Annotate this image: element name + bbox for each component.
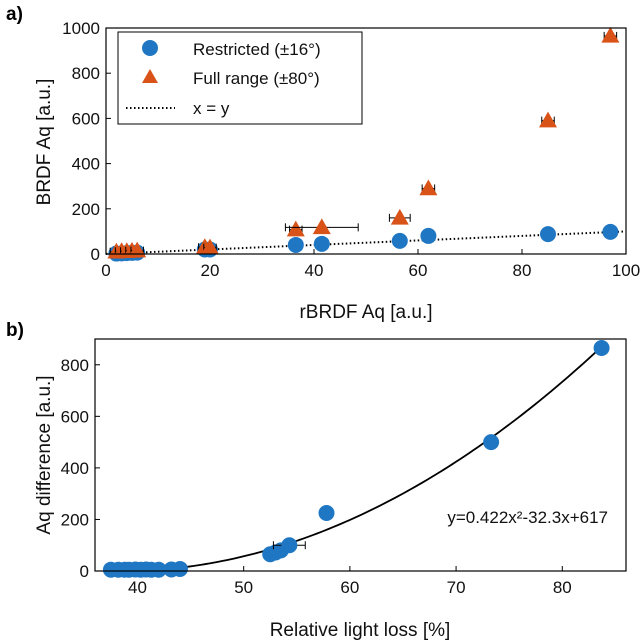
plot-b-xtick-label: 70: [447, 578, 466, 597]
identity-line: [105, 230, 627, 255]
plot-b-frame: [94, 338, 627, 572]
fullrange-point: [601, 26, 620, 43]
restricted-point: [420, 227, 437, 244]
plot-a-frame: [105, 27, 627, 255]
plot-a-ytick-label: 200: [72, 200, 100, 219]
legend-fullrange-marker: [142, 69, 158, 83]
fullrange-point: [286, 220, 305, 237]
restricted-point: [540, 226, 556, 243]
plot-b-xtick-label: 80: [553, 578, 572, 597]
fullrange-point: [390, 208, 409, 225]
plot-a-ylabel: BRDF Aq [a.u.]: [34, 79, 55, 206]
legend-restricted-marker: [142, 40, 158, 56]
panel-b-label: b): [6, 320, 24, 341]
light-loss-point: [593, 340, 610, 357]
legend-restricted-label: Restricted (±16°): [193, 40, 321, 59]
plot-b-ytick-label: 0: [80, 562, 89, 581]
plot-a-ytick-label: 1000: [62, 19, 100, 38]
fullrange-point: [201, 238, 219, 255]
restricted-point: [391, 232, 408, 249]
plot-b-xlabel: Relative light loss [%]: [270, 620, 451, 641]
legend-xy-label: x = y: [193, 99, 230, 118]
plot-b-xtick-label: 50: [234, 578, 253, 597]
restricted-point: [313, 235, 330, 252]
light-loss-point: [483, 434, 500, 451]
plot-a-xtick-label: 60: [409, 261, 428, 280]
plot-a-ytick-label: 0: [91, 245, 100, 264]
fullrange-point: [312, 218, 331, 235]
plot-a-xlabel: rBRDF Aq [a.u.]: [299, 302, 432, 323]
plot-b-ylabel: Aq difference [a.u.]: [34, 375, 55, 534]
light-loss-point: [281, 537, 298, 554]
light-loss-point: [318, 505, 335, 521]
legend-fullrange-label: Full range (±80°): [193, 69, 320, 88]
legend: Restricted (±16°) Full range (±80°) x = …: [117, 31, 363, 125]
plot-b-ytick-label: 800: [61, 356, 89, 375]
plot-a-xtick-label: 20: [201, 261, 220, 280]
plot-b-ytick-label: 200: [61, 510, 89, 529]
restricted-point: [287, 236, 304, 253]
fit-equation: y=0.422x²-32.3x+617: [447, 508, 608, 527]
plot-a-xtick-label: 100: [612, 261, 640, 280]
restricted-point: [602, 223, 619, 240]
fullrange-point: [539, 111, 557, 128]
fullrange-point: [419, 179, 438, 196]
light-loss-point: [171, 560, 188, 577]
plot-a-ytick-label: 600: [72, 109, 100, 128]
plot-b-ytick-label: 400: [61, 459, 89, 478]
plot-a-xtick-label: 40: [305, 261, 324, 280]
plot-b-ytick-label: 600: [61, 407, 89, 426]
plot-a-ytick-label: 400: [72, 155, 100, 174]
plot-b-xtick-label: 40: [128, 578, 147, 597]
plot-a-xtick-label: 0: [101, 261, 110, 280]
plot-a-xtick-label: 80: [513, 261, 532, 280]
light-loss-point: [150, 561, 167, 578]
fit-curve: [110, 343, 606, 573]
panel-a-label: a): [6, 4, 23, 25]
plot-b-xtick-label: 60: [340, 578, 359, 597]
plot-a-ytick-label: 800: [72, 64, 100, 83]
